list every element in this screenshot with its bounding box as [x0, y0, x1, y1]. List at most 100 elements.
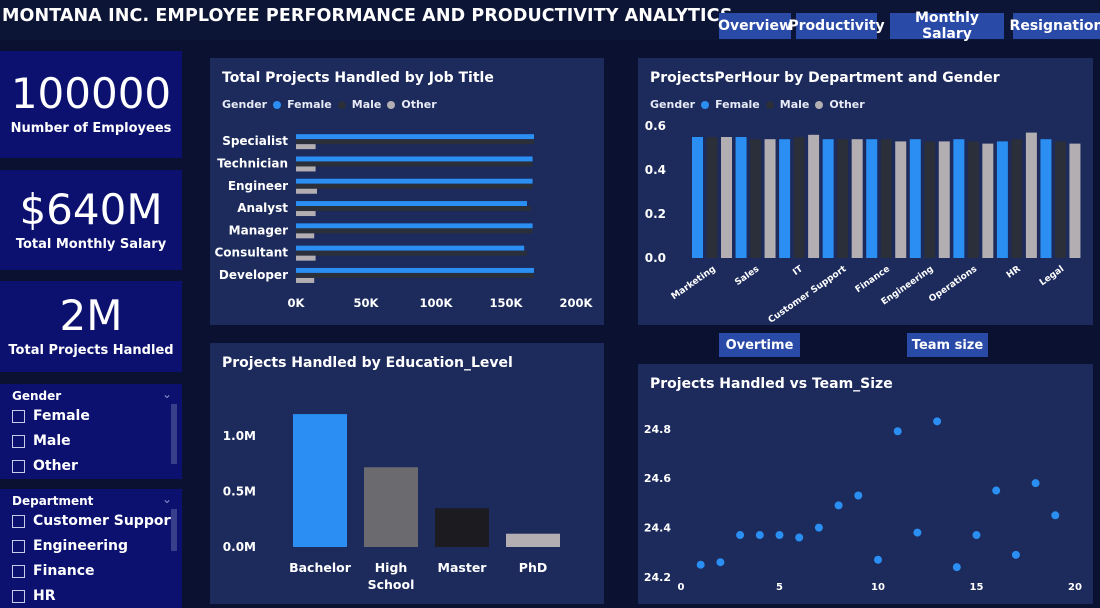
x-tick-label: School [368, 577, 415, 592]
gender-slicer: Gender ⌄ Female Male Other [0, 384, 182, 479]
y-tick-label: 0.0 [645, 251, 666, 265]
bar-male [296, 183, 533, 189]
kpi-label-salary: Total Monthly Salary [15, 236, 167, 252]
scatter-point [814, 523, 823, 532]
checkbox[interactable] [12, 564, 25, 578]
x-tick-label: Marketing [670, 264, 718, 302]
slicer-item-engineering[interactable]: Engineering [12, 535, 128, 557]
bar-other [296, 188, 317, 194]
slicer-item-other[interactable]: Other [12, 455, 78, 477]
bar-other [296, 166, 316, 172]
slicer-item-male[interactable]: Male [12, 430, 71, 452]
nav-resignation-button[interactable]: Resignation [1010, 13, 1100, 39]
top-bar: MONTANA INC. EMPLOYEE PERFORMANCE AND PR… [0, 0, 1100, 42]
scatter-point [834, 501, 843, 510]
x-tick-label: Master [438, 560, 488, 575]
nav-monthly-salary-button[interactable]: Monthly Salary [890, 10, 1004, 42]
slicer-item-customer-support[interactable]: Customer Support [12, 510, 177, 532]
x-tick-label: Customer Support [767, 264, 849, 325]
bar-male [967, 141, 979, 258]
bar-high-school [364, 467, 418, 547]
checkbox[interactable] [12, 409, 25, 423]
y-tick-label: 24.8 [644, 423, 671, 436]
slicer-item-finance[interactable]: Finance [12, 560, 95, 582]
bar-female [692, 137, 703, 258]
checkbox[interactable] [12, 514, 25, 528]
bar-other [1069, 143, 1081, 258]
y-tick-label: 1.0M [223, 429, 256, 443]
scatter-point [736, 531, 745, 540]
scrollbar[interactable] [171, 509, 177, 551]
y-tick-label: 0.6 [645, 119, 666, 133]
x-tick-label: High [375, 560, 408, 575]
legend-female: Female [715, 98, 760, 111]
bar-male [793, 137, 805, 258]
bar-other [764, 139, 776, 258]
scatter-point [1051, 511, 1060, 520]
chevron-down-icon[interactable]: ⌄ [161, 492, 172, 506]
bar-male [296, 250, 527, 256]
x-tick-label: Operations [927, 264, 979, 304]
x-tick-label: 15 [970, 582, 984, 593]
scatter-point [755, 531, 764, 540]
bar-other [296, 211, 316, 217]
bar-male [296, 161, 533, 167]
job-title-bar-chart: Specialist Technician Engineer Analyst Manag… [214, 134, 594, 310]
x-tick-label: 100K [420, 296, 454, 310]
scrollbar[interactable] [171, 404, 177, 464]
checkbox[interactable] [12, 589, 25, 603]
scatter-point [716, 558, 725, 567]
bar-female [296, 178, 533, 184]
bar-male [296, 139, 534, 145]
kpi-label-employees: Number of Employees [10, 121, 172, 136]
slicer-item-hr[interactable]: HR [12, 585, 56, 607]
checkbox[interactable] [12, 539, 25, 553]
legend-title: Gender [222, 98, 268, 111]
x-tick-label: 200K [560, 296, 594, 310]
x-tick-label: 150K [490, 296, 524, 310]
bar-other [851, 139, 863, 258]
chevron-down-icon[interactable]: ⌄ [161, 387, 172, 401]
scatter-point [913, 528, 922, 537]
education-chart-panel: Projects Handled by Education_Level 0.0M… [210, 343, 604, 604]
bar-other [296, 277, 315, 283]
nav-productivity-button[interactable]: Productivity [788, 13, 885, 39]
scatter-point [1011, 550, 1020, 559]
bar-other [296, 255, 316, 261]
bar-male [750, 139, 762, 258]
team-size-scatter-panel: Projects Handled vs Team_Size 24.2 24.4 24… [638, 364, 1093, 604]
scatter-point [952, 563, 961, 572]
y-tick-label: 0.2 [645, 207, 666, 221]
bar-female [296, 201, 527, 207]
y-tick-label: 24.2 [644, 571, 671, 584]
kpi-value-salary: $640M [19, 184, 163, 234]
department-slicer-title: Department [12, 494, 94, 508]
scatter-point [696, 560, 705, 569]
legend-other: Other [829, 98, 865, 111]
legend-other-dot [815, 100, 824, 109]
kpi-value-projects: 2M [59, 291, 123, 340]
scatter-point [893, 427, 902, 436]
kpi-card-salary: $640M Total Monthly Salary [0, 170, 182, 270]
x-tick-label: Finance [854, 264, 892, 295]
y-tick-label: 0.5M [223, 485, 256, 499]
team-size-button[interactable]: Team size [907, 333, 988, 357]
bar-female [296, 223, 533, 229]
bar-female [953, 139, 965, 258]
nav-overview-button[interactable]: Overview [718, 13, 792, 39]
bar-other [721, 137, 732, 258]
bar-male [880, 139, 892, 258]
chart-title: Projects Handled by Education_Level [222, 355, 513, 371]
slicer-item-female[interactable]: Female [12, 405, 90, 427]
y-tick-label: Engineer [228, 179, 288, 193]
job-title-chart-panel: Total Projects Handled by Job Title Gend… [210, 58, 604, 325]
x-tick-label: 0 [678, 582, 685, 593]
checkbox[interactable] [12, 434, 25, 448]
kpi-card-projects: 2M Total Projects Handled [0, 281, 182, 372]
checkbox[interactable] [12, 459, 25, 473]
bar-male [296, 228, 533, 234]
dept-gender-chart-panel: ProjectsPerHour by Department and Gender… [638, 58, 1093, 325]
overtime-button[interactable]: Overtime [719, 333, 800, 357]
chart-title: Projects Handled vs Team_Size [650, 376, 893, 392]
